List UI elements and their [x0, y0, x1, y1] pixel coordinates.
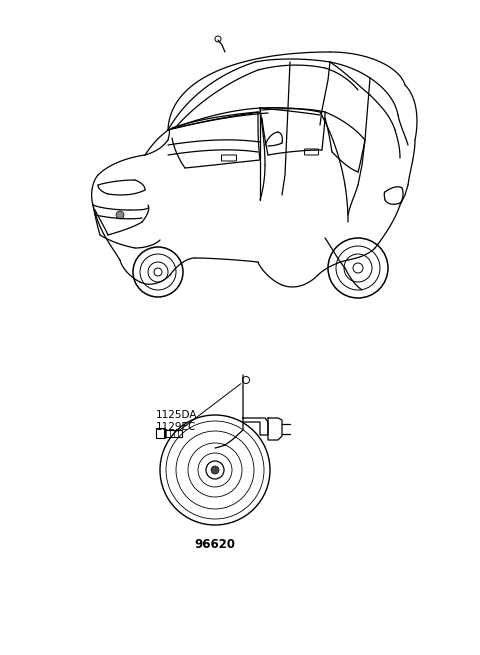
- Circle shape: [116, 211, 124, 219]
- Text: 96620: 96620: [194, 538, 236, 551]
- Text: 1129EC: 1129EC: [156, 422, 196, 432]
- Text: 1125DA: 1125DA: [156, 410, 197, 420]
- Bar: [164, 430, 182, 436]
- Bar: [156, 428, 165, 438]
- Circle shape: [211, 466, 219, 474]
